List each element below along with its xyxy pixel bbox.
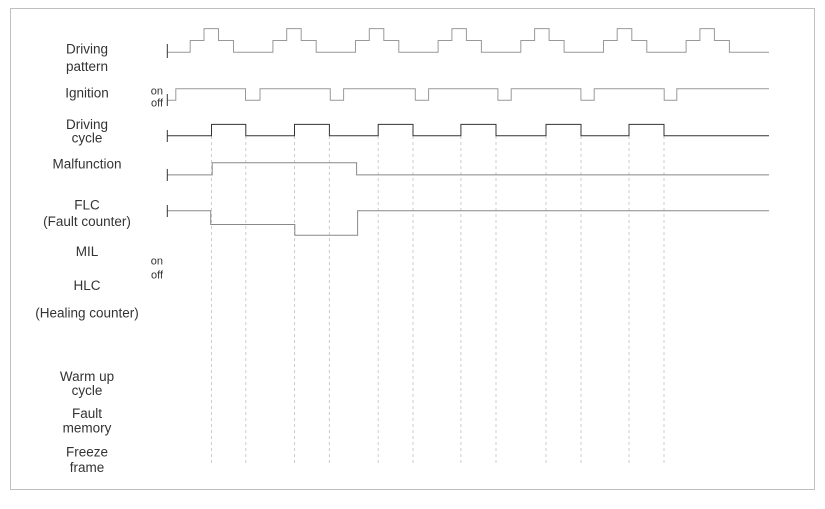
svg-text:Freeze: Freeze [66,445,108,460]
svg-text:Driving: Driving [66,41,108,56]
svg-text:FLC: FLC [74,197,100,212]
svg-text:Fault: Fault [72,406,102,421]
svg-text:Warm up: Warm up [60,369,114,384]
svg-text:(Healing counter): (Healing counter) [35,306,139,321]
svg-text:pattern: pattern [66,59,108,74]
svg-text:HLC: HLC [73,278,100,293]
svg-text:off: off [151,98,164,110]
svg-text:Malfunction: Malfunction [52,156,121,171]
svg-text:memory: memory [63,421,112,436]
svg-text:Ignition: Ignition [65,86,109,101]
svg-text:off: off [151,270,164,282]
svg-text:MIL: MIL [76,244,99,259]
svg-text:frame: frame [70,460,105,475]
svg-text:(Fault counter): (Fault counter) [43,214,131,229]
svg-text:on: on [151,255,163,267]
svg-text:cycle: cycle [72,383,103,398]
svg-text:cycle: cycle [72,131,103,146]
svg-text:on: on [151,86,163,98]
